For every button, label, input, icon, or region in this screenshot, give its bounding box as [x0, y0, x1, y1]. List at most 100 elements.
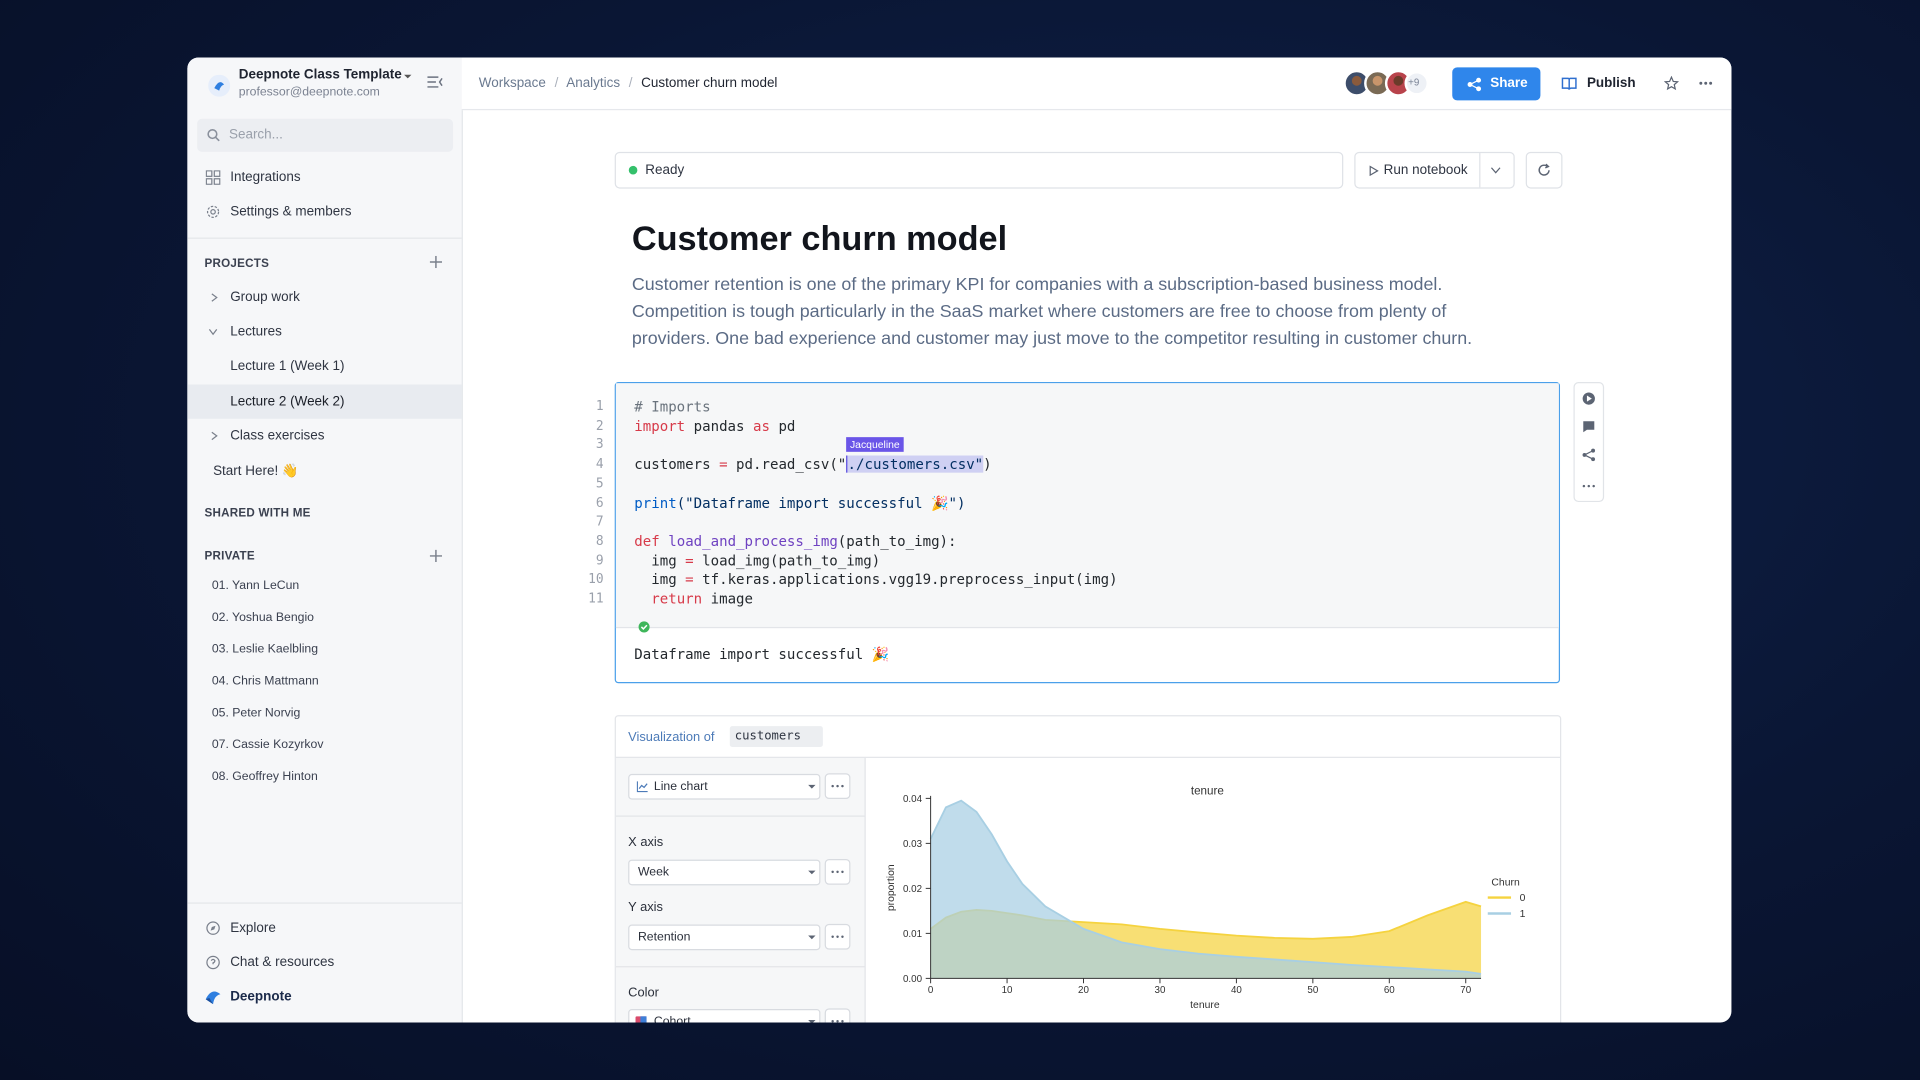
divider: [187, 902, 462, 904]
code-token: =: [685, 551, 694, 569]
breadcrumb: Workspace / Analytics / Customer churn m…: [479, 76, 778, 91]
share-label: Share: [1490, 75, 1528, 91]
sidebar: Deepnote Class Template professor@deepno…: [187, 57, 463, 1023]
line-number: 8: [595, 533, 604, 549]
code-editor[interactable]: [615, 383, 1559, 629]
viz-label: Visualization of: [628, 729, 715, 745]
line-number: 4: [595, 456, 604, 472]
chevron: [404, 74, 412, 79]
private-item[interactable]: 07. Cassie Kozyrkov: [211, 738, 324, 752]
y-axis-select[interactable]: Retention: [628, 924, 821, 951]
divider: [1479, 153, 1481, 188]
color-field: Cohort: [653, 1015, 691, 1023]
code-token: (path_to_img):: [837, 532, 957, 550]
share-button[interactable]: Share: [1452, 67, 1541, 101]
footer-item[interactable]: Chat & resources: [230, 955, 335, 970]
refresh-button[interactable]: [1525, 151, 1563, 189]
code-token: as: [752, 417, 770, 435]
project-item[interactable]: Group work: [230, 290, 300, 305]
code-token: img: [634, 570, 686, 589]
private-item[interactable]: 01. Yann LeCun: [211, 579, 300, 593]
line-number: 2: [595, 418, 604, 434]
breadcrumb-item[interactable]: Analytics: [566, 75, 621, 91]
x-tick-label: 20: [1078, 985, 1089, 996]
code-token: pd.read_csv(": [727, 455, 847, 473]
code-cell[interactable]: # Imports import pandas as pd customers = …: [614, 382, 1561, 684]
footer-item[interactable]: Deepnote: [230, 989, 292, 1005]
project-item[interactable]: Lecture 1 (Week 1): [230, 358, 345, 374]
cursor-user-label: Jacqueline: [846, 437, 904, 452]
add-project[interactable]: [429, 255, 443, 269]
chart-title: tenure: [1191, 785, 1224, 798]
add-private[interactable]: [429, 549, 443, 563]
publish-icon: [1561, 77, 1577, 90]
run-label: Run notebook: [1383, 162, 1468, 178]
legend-label: 1: [1520, 909, 1526, 920]
line-number: 10: [588, 572, 604, 587]
project-item[interactable]: Class exercises: [230, 428, 325, 444]
code-token: =: [719, 455, 728, 473]
share-cell[interactable]: [1582, 448, 1596, 462]
cell-output: Dataframe import successful 🎉: [634, 645, 890, 663]
x-tick-label: 0: [928, 985, 934, 996]
section-heading: SHARED WITH ME: [204, 506, 311, 521]
nav-item[interactable]: Settings & members: [230, 204, 352, 220]
color-heading: Color: [628, 985, 659, 1001]
line-number: 6: [595, 495, 604, 511]
y-axis-heading: Y axis: [628, 900, 663, 915]
code-token: ("Dataframe import successful 🎉"): [676, 494, 966, 512]
code-line: def load_and_process_img(path_to_img):: [634, 533, 956, 550]
project-item[interactable]: Start Here! 👋: [213, 464, 299, 479]
code-line: return image: [634, 590, 753, 607]
search-box[interactable]: Search...: [197, 118, 454, 152]
dataframe-select[interactable]: customers: [729, 726, 824, 747]
viz-settings: Line chart X axis Week Y axis Retention …: [615, 757, 866, 1023]
line-number: 9: [595, 552, 604, 568]
code-token: import: [634, 417, 686, 435]
star-icon[interactable]: [1664, 75, 1679, 91]
comment[interactable]: [1582, 420, 1595, 433]
code-line: img = tf.keras.applications.vgg19.prepro…: [634, 571, 1117, 588]
private-item[interactable]: 04. Chris Mattmann: [211, 674, 319, 689]
x-axis-select[interactable]: Week: [628, 859, 821, 886]
chevron-right[interactable]: [209, 431, 219, 441]
publish-button[interactable]: Publish: [1586, 75, 1636, 91]
y-axis-field: Retention: [637, 930, 691, 945]
y-tick-label: 0.01: [903, 929, 922, 940]
run-cell[interactable]: [1582, 392, 1595, 405]
collaborator-avatars[interactable]: [1343, 69, 1429, 97]
chevron-down[interactable]: [208, 327, 218, 337]
project-item[interactable]: Lectures: [230, 324, 282, 340]
divider: [615, 966, 865, 968]
workspace-name[interactable]: Deepnote Class Template: [238, 67, 402, 83]
integrations-icon: [205, 170, 221, 185]
nav-item[interactable]: Integrations: [230, 170, 301, 185]
more-menu[interactable]: [1698, 81, 1713, 86]
color-select[interactable]: Cohort: [628, 1008, 821, 1023]
line-number: 5: [595, 476, 604, 491]
private-item[interactable]: 03. Leslie Kaelbling: [211, 642, 319, 657]
private-item[interactable]: 08. Geoffrey Hinton: [211, 770, 318, 784]
section-heading: PROJECTS: [204, 257, 270, 271]
chevron-down[interactable]: [1490, 167, 1501, 174]
private-item[interactable]: 02. Yoshua Bengio: [211, 611, 314, 625]
breadcrumb-item[interactable]: Workspace: [478, 75, 546, 91]
project-item[interactable]: Lecture 2 (Week 2): [230, 394, 345, 409]
chevron-right[interactable]: [209, 293, 219, 303]
code-token: return: [651, 590, 703, 608]
private-item[interactable]: 05. Peter Norvig: [211, 706, 301, 721]
section-heading: PRIVATE: [204, 549, 255, 564]
notebook-description: Customer retention is one of the primary…: [631, 275, 1473, 349]
footer-item[interactable]: Explore: [230, 920, 276, 936]
top-bar: Workspace / Analytics / Customer churn m…: [461, 57, 1732, 111]
chart-type-select[interactable]: Line chart: [628, 773, 821, 800]
more-collaborators[interactable]: +9: [1408, 77, 1420, 89]
x-tick-label: 50: [1307, 985, 1318, 996]
code-token: =: [685, 570, 694, 589]
cell-more[interactable]: [1582, 484, 1595, 489]
collapse-icon[interactable]: [427, 76, 443, 88]
run-notebook-button[interactable]: Run notebook: [1354, 151, 1515, 189]
breadcrumb-separator: /: [554, 75, 559, 91]
code-token: tf.keras.applications.vgg19.preprocess_i…: [693, 570, 1118, 589]
code-token: pd: [769, 417, 796, 435]
